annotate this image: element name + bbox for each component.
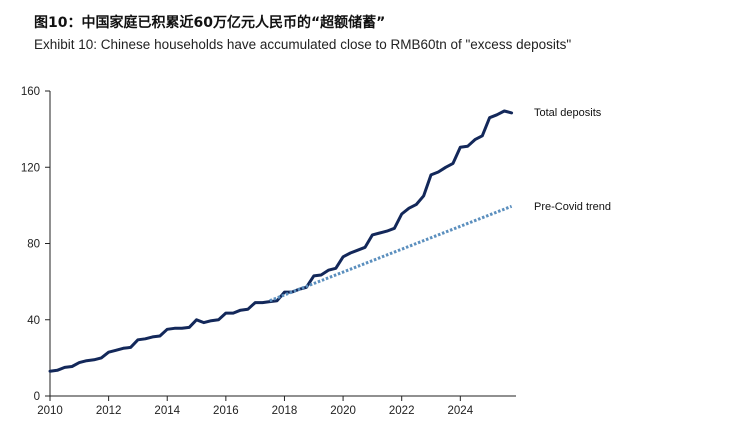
x-tick-label: 2024 [448,405,474,417]
y-tick-label: 0 [34,391,40,403]
y-tick-label: 80 [27,239,40,251]
x-tick-label: 2016 [213,405,239,417]
series-line-pre-covid-trend [269,204,513,303]
x-tick-label: 2020 [330,405,356,417]
x-tick-label: 2010 [37,405,63,417]
y-tick-label: 120 [21,162,40,174]
x-tick-label: 2012 [96,405,122,417]
series-label-total-deposits: Total deposits [534,107,602,119]
x-tick-label: 2018 [272,405,298,417]
y-tick-label: 160 [21,86,40,98]
x-tick-label: 2022 [389,405,415,417]
y-tick-label: 40 [27,315,40,327]
series-label-pre-covid-trend: Pre-Covid trend [534,201,611,213]
series-line-total-deposits [48,109,514,373]
chart-title-en: Exhibit 10: Chinese households have accu… [34,37,572,52]
chart-title-cn: 图10：中国家庭已积累近60万亿元人民币的“超额储蓄” [34,15,386,31]
x-tick-label: 2014 [154,405,180,417]
